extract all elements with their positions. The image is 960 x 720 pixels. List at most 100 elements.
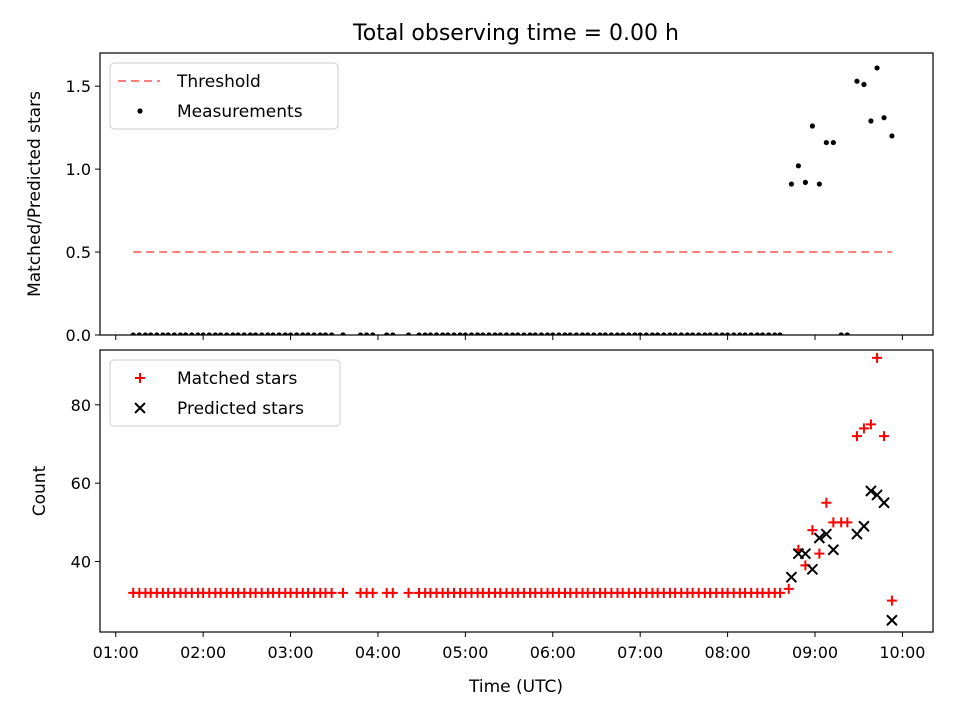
predicted-star-marker xyxy=(886,614,898,626)
predicted-star-marker xyxy=(820,528,833,540)
measurement-point xyxy=(591,332,597,335)
measurement-point xyxy=(492,332,498,335)
measurement-point xyxy=(468,332,475,335)
measurement-point xyxy=(218,332,224,335)
measurement-point xyxy=(486,332,492,335)
legend-label: Matched stars xyxy=(177,369,297,389)
measurement-point xyxy=(626,332,632,335)
x-tick-label: 06:00 xyxy=(530,643,576,662)
measurement-point xyxy=(329,332,335,335)
top-y-axis-label: Matched/Predicted stars xyxy=(25,91,45,297)
measurement-point xyxy=(544,332,551,335)
measurement-point xyxy=(637,332,643,335)
measurement-point xyxy=(276,332,282,335)
measurement-point xyxy=(614,332,621,335)
measurement-point xyxy=(816,181,822,187)
matched-star-marker xyxy=(783,583,794,594)
x-tick-label: 04:00 xyxy=(355,643,401,662)
matched-star-marker xyxy=(337,587,348,598)
x-tick-label: 09:00 xyxy=(792,643,838,662)
matched-star-marker xyxy=(879,431,890,442)
x-tick-label: 01:00 xyxy=(93,643,139,662)
legend-box xyxy=(109,62,339,130)
measurement-point xyxy=(317,332,323,335)
measurement-point xyxy=(777,332,783,335)
measurement-point xyxy=(550,332,556,335)
measurement-point xyxy=(183,332,189,335)
measurement-point xyxy=(556,332,562,335)
x-tick-label: 03:00 xyxy=(267,643,313,662)
matched-star-marker xyxy=(851,431,862,442)
measurement-point xyxy=(632,332,638,335)
measurement-point xyxy=(788,181,794,187)
measurement-point xyxy=(823,139,829,146)
measurement-point xyxy=(602,332,608,335)
predicted-star-marker xyxy=(799,547,812,560)
y-tick-label: 60 xyxy=(71,474,91,493)
measurement-point xyxy=(370,332,376,335)
top-plot-area: 0.0 0.5 1.0 1.5 Threshold Measurements xyxy=(66,52,934,345)
y-tick-label: 40 xyxy=(71,553,91,572)
x-tick-label: 07:00 xyxy=(617,643,663,662)
measurement-point xyxy=(433,332,440,335)
matched-star-marker xyxy=(865,419,876,430)
measurement-point xyxy=(585,332,591,335)
measurement-point xyxy=(667,332,673,335)
predicted-star-marker xyxy=(878,497,890,509)
measurement-point xyxy=(475,332,481,335)
axes-frame xyxy=(99,349,934,633)
matched-star-marker xyxy=(886,595,897,606)
y-tick-label: 0.5 xyxy=(66,243,91,262)
measurement-point xyxy=(165,332,171,335)
y-tick-label: 1.5 xyxy=(66,77,91,96)
measurement-point xyxy=(457,332,463,335)
measurement-point xyxy=(294,332,300,335)
data-layer xyxy=(128,352,898,626)
data-layer xyxy=(130,65,895,335)
measurement-point xyxy=(235,332,241,335)
measurement-point xyxy=(497,332,503,335)
measurement-point xyxy=(737,332,743,335)
measurement-point xyxy=(724,332,731,335)
measurement-point xyxy=(690,332,696,335)
legend-measurement-swatch xyxy=(137,108,143,114)
measurement-point xyxy=(287,332,294,335)
legend: Matched stars Predicted stars xyxy=(109,359,341,427)
measurement-point xyxy=(462,332,468,335)
x-tick-label: 02:00 xyxy=(180,643,226,662)
predicted-star-marker xyxy=(785,571,798,583)
predicted-star-marker xyxy=(813,532,826,544)
predicted-star-marker xyxy=(827,544,840,556)
bottom-plot-area: 40 60 80 01:00 02:00 03:00 04:00 05:00 06:00 07:0… xyxy=(71,349,934,662)
measurement-point xyxy=(340,332,346,335)
measurement-point xyxy=(416,332,422,335)
measurement-point xyxy=(731,332,737,335)
measurement-point xyxy=(672,332,678,335)
measurement-point xyxy=(795,163,801,169)
measurement-point xyxy=(427,332,434,335)
legend-label: Predicted stars xyxy=(177,399,304,419)
measurement-point xyxy=(480,332,486,335)
x-tick-label: 05:00 xyxy=(442,643,488,662)
measurement-point xyxy=(270,332,276,335)
measurement-point xyxy=(713,332,719,335)
measurement-point xyxy=(562,332,568,335)
measurement-point xyxy=(177,332,184,335)
axes-frame xyxy=(99,52,934,336)
matched-star-marker xyxy=(403,587,414,598)
measurement-point xyxy=(649,332,656,335)
measurement-point xyxy=(889,133,895,139)
measurement-point xyxy=(509,332,516,335)
x-axis-label: Time (UTC) xyxy=(468,677,563,697)
measurement-point xyxy=(766,332,772,335)
measurement-point xyxy=(521,332,527,335)
measurement-point xyxy=(265,332,271,335)
measurement-point xyxy=(620,332,626,335)
measurement-point xyxy=(759,332,766,335)
measurement-point xyxy=(515,332,521,335)
predicted-star-marker xyxy=(806,563,819,576)
matched-star-marker xyxy=(367,587,378,598)
measurement-point xyxy=(384,332,390,335)
predicted-star-marker xyxy=(865,485,877,497)
measurement-point xyxy=(247,332,253,335)
